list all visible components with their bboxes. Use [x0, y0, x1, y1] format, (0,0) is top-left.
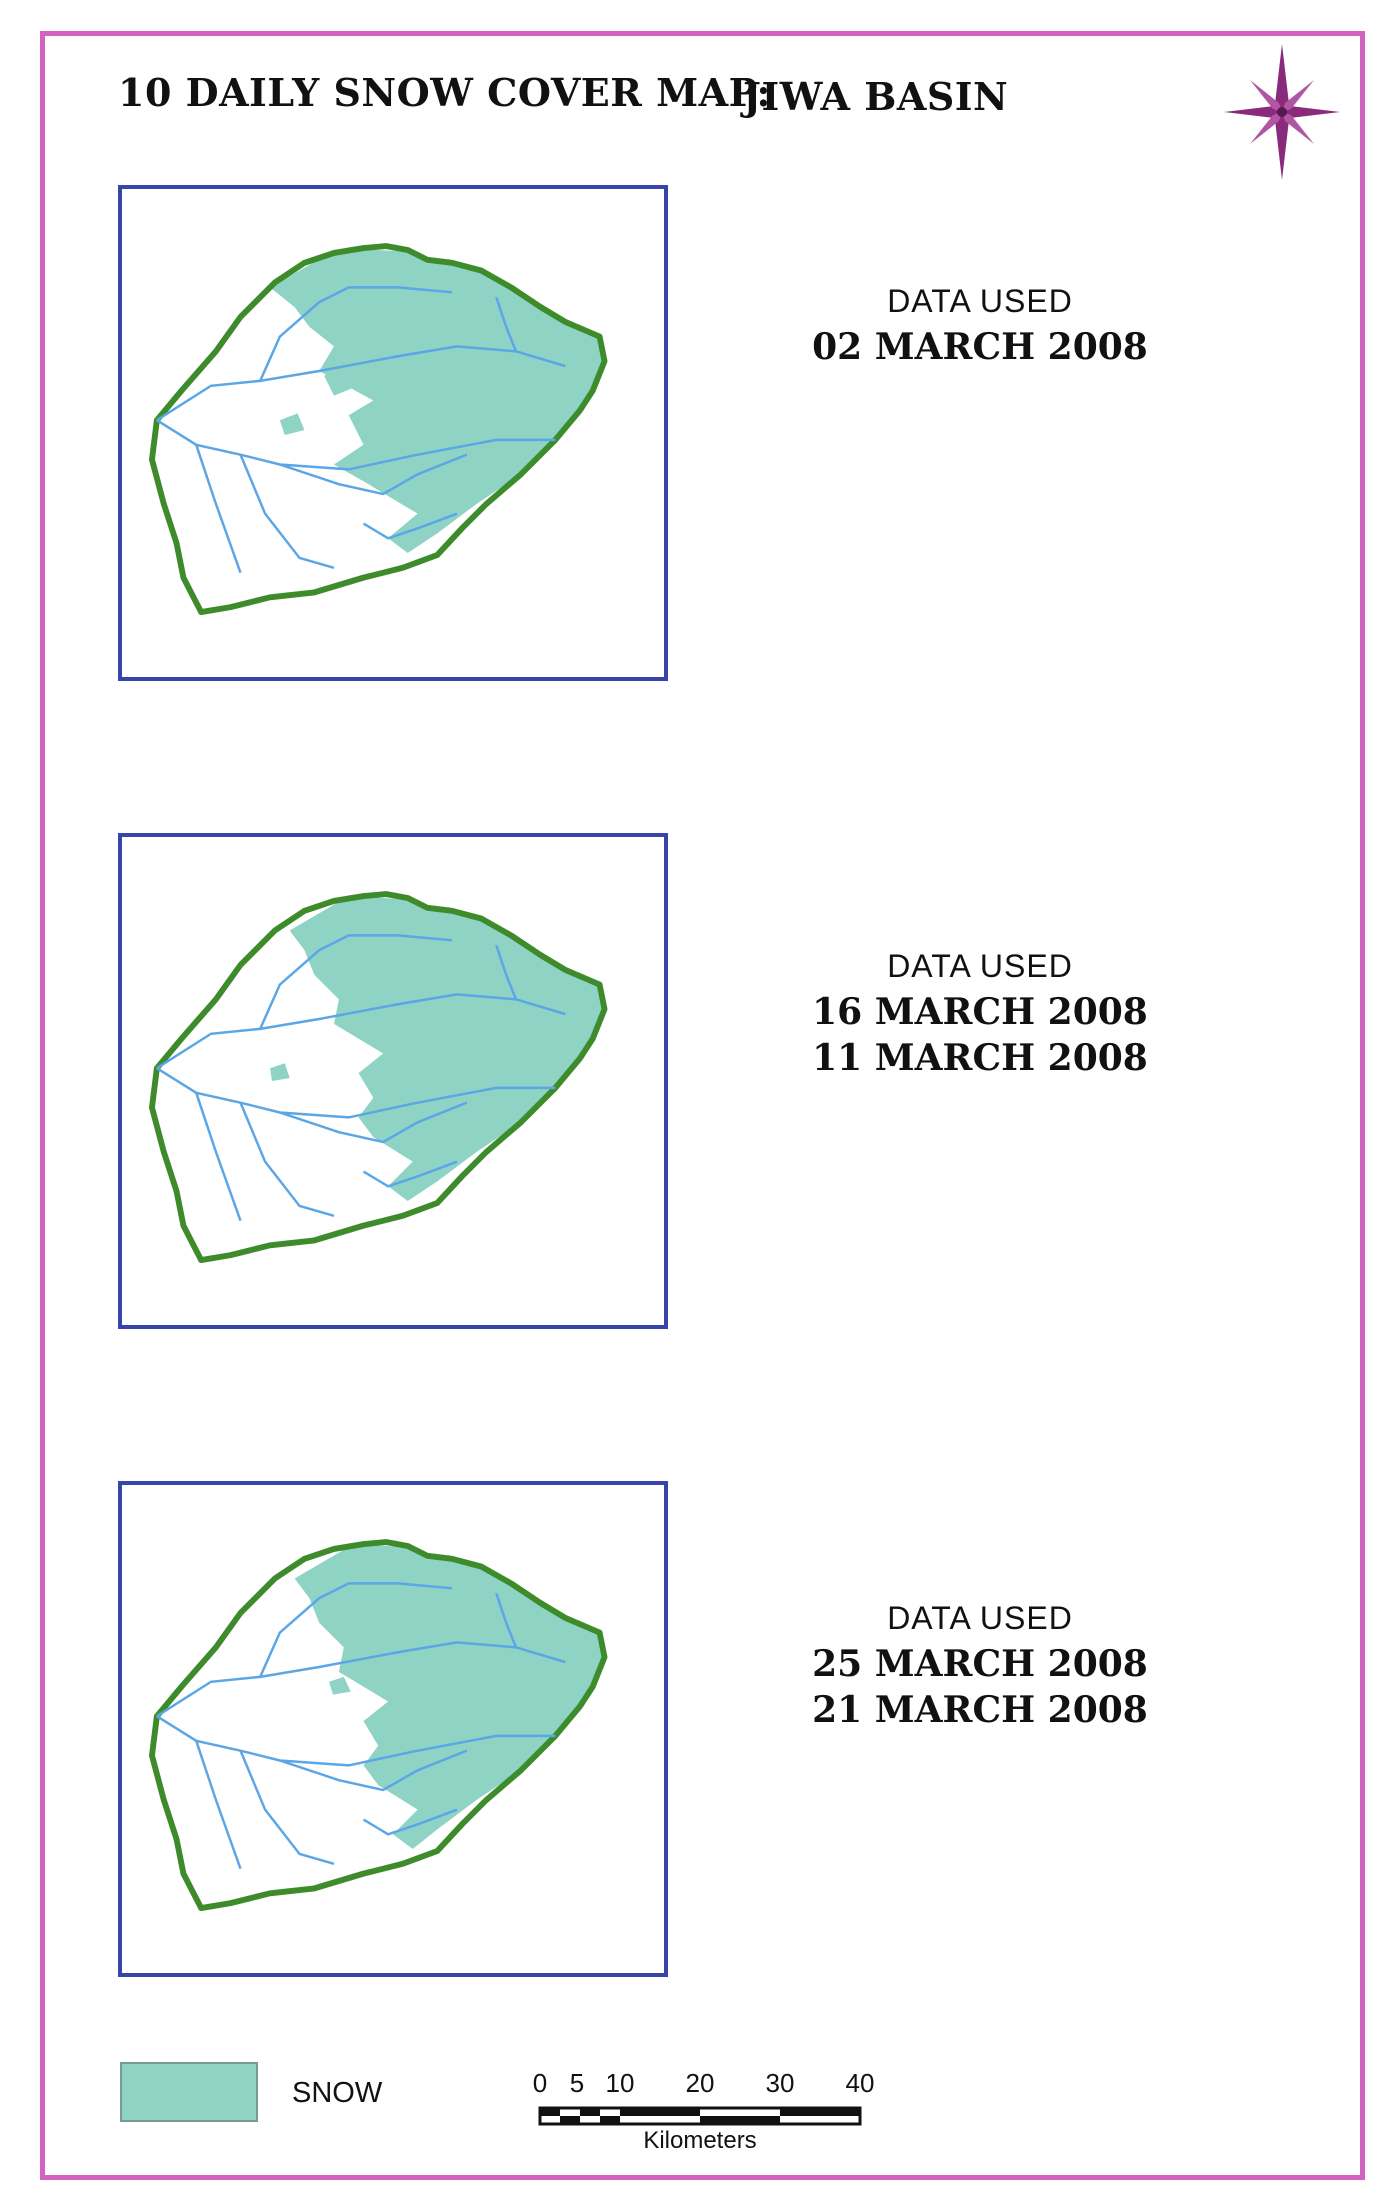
- scale-tick-5: 5: [570, 2068, 584, 2098]
- scale-tick-0: 0: [533, 2068, 547, 2098]
- caption-1-label: DATA USED: [887, 283, 1073, 319]
- title-basin: JIWA BASIN: [743, 74, 1009, 119]
- caption-2-label: DATA USED: [887, 948, 1073, 984]
- legend-snow-label: SNOW: [292, 2077, 383, 2109]
- caption-2: DATA USED 16 MARCH 2008 11 MARCH 2008: [760, 943, 1200, 1081]
- compass-rose-icon: [1224, 44, 1340, 180]
- snow-map-3: [118, 1481, 668, 1977]
- scale-bar: 0 5 10 20 30 40 Kilometers: [533, 2068, 875, 2154]
- snow-map-2: [118, 833, 668, 1329]
- scale-tick-10: 10: [606, 2068, 635, 2098]
- scale-tick-40: 40: [846, 2068, 875, 2098]
- caption-2-date-1: 16 MARCH 2008: [812, 991, 1148, 1033]
- scale-unit: Kilometers: [643, 2127, 756, 2154]
- caption-3-date-2: 21 MARCH 2008: [812, 1689, 1148, 1731]
- scale-bar-segments: [538, 2106, 862, 2126]
- legend-snow-swatch: [120, 2062, 258, 2122]
- caption-1-date-1: 02 MARCH 2008: [812, 326, 1148, 368]
- caption-2-date-2: 11 MARCH 2008: [812, 1037, 1148, 1079]
- scale-tick-20: 20: [686, 2068, 715, 2098]
- caption-3-label: DATA USED: [887, 1600, 1073, 1636]
- caption-1: DATA USED 02 MARCH 2008: [760, 278, 1200, 370]
- map-title: 10 DAILY SNOW COVER MAP: JIWA BASIN: [118, 70, 1008, 119]
- title-main: 10 DAILY SNOW COVER MAP:: [118, 70, 771, 115]
- scale-tick-30: 30: [766, 2068, 795, 2098]
- caption-3-date-1: 25 MARCH 2008: [812, 1643, 1148, 1685]
- caption-3: DATA USED 25 MARCH 2008 21 MARCH 2008: [760, 1595, 1200, 1733]
- snow-map-1: [118, 185, 668, 681]
